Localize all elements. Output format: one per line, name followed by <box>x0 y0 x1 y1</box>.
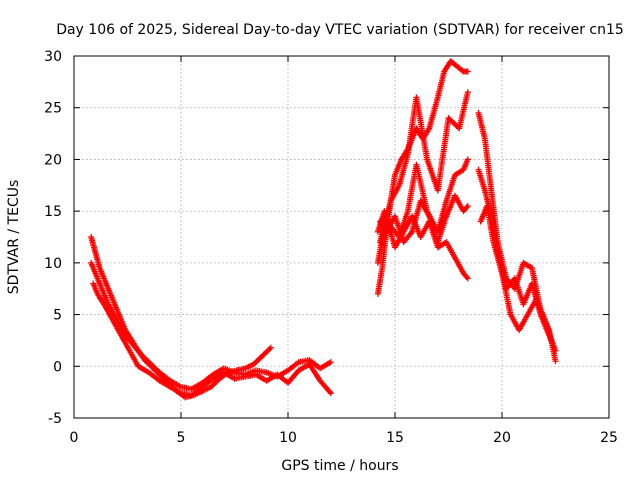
data-point <box>463 204 470 211</box>
x-tick-label: 25 <box>600 430 618 446</box>
data-point <box>464 202 471 209</box>
grid <box>74 56 609 418</box>
y-tick-label: 0 <box>53 359 62 375</box>
series-trace-5 <box>374 89 471 266</box>
data-point <box>267 344 274 351</box>
y-tick-label: 10 <box>44 256 62 272</box>
x-tick-labels: 0 5 10 15 20 25 <box>70 430 618 446</box>
data-point <box>464 156 471 163</box>
y-tick-label: 20 <box>44 152 62 168</box>
data-point <box>459 67 466 74</box>
data-point <box>259 352 266 359</box>
data-point <box>550 342 557 349</box>
y-tick-label: -5 <box>48 411 62 427</box>
x-tick-label: 20 <box>493 430 511 446</box>
data-point <box>256 355 263 362</box>
series-trace-11 <box>477 202 557 349</box>
data-point <box>552 347 559 354</box>
series-trace-7 <box>377 192 471 246</box>
series-trace-8 <box>377 213 471 282</box>
y-tick-label: 30 <box>44 49 62 65</box>
y-axis-title: SDTVAR / TECUs <box>6 180 22 295</box>
data-point <box>327 390 334 397</box>
data-point <box>265 347 272 354</box>
chart-title: Day 106 of 2025, Sidereal Day-to-day VTE… <box>56 22 624 38</box>
x-tick-label: 0 <box>70 430 79 446</box>
data-point <box>552 358 559 365</box>
y-tick-labels: -5 0 5 10 15 20 25 30 <box>44 49 62 427</box>
data-point <box>263 348 270 355</box>
data-point <box>257 354 264 361</box>
x-axis-title: GPS time / hours <box>281 458 398 474</box>
x-tick-label: 15 <box>386 430 404 446</box>
data-point <box>464 275 471 282</box>
axis-ticks <box>73 55 610 419</box>
data-point <box>327 359 334 366</box>
x-tick-label: 10 <box>279 430 297 446</box>
y-tick-label: 25 <box>44 101 62 117</box>
data-point <box>262 350 269 357</box>
plot-frame <box>73 55 610 419</box>
data-point <box>253 358 260 365</box>
series-trace-3 <box>90 280 334 399</box>
data-point <box>266 346 273 353</box>
series-trace-2 <box>88 259 334 393</box>
data-point <box>260 351 267 358</box>
y-tick-label: 5 <box>53 308 62 324</box>
y-tick-label: 15 <box>44 204 62 220</box>
data-point <box>464 68 471 75</box>
data-points <box>88 58 559 401</box>
data-point <box>463 274 470 281</box>
data-point <box>464 89 471 96</box>
x-tick-label: 5 <box>177 430 186 446</box>
data-point <box>255 357 262 364</box>
